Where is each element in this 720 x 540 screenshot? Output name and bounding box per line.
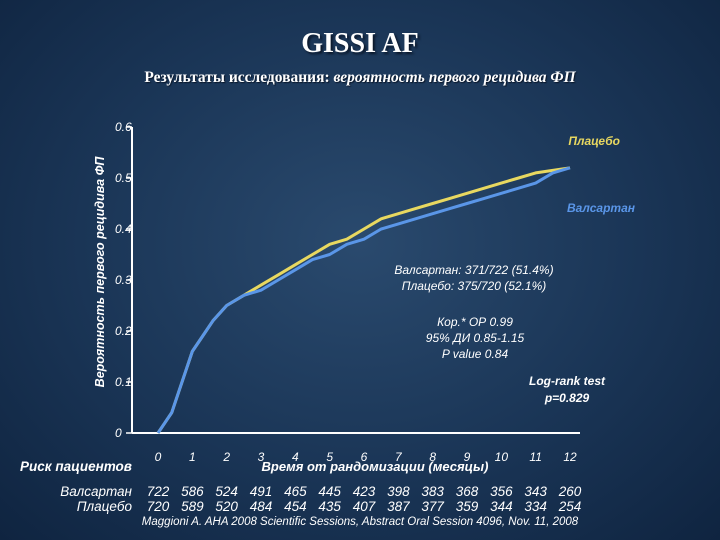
risk-value: 720 xyxy=(146,499,170,514)
subtitle-bold: Результаты исследования: xyxy=(144,69,330,86)
risk-value: 344 xyxy=(490,499,513,514)
risk-value: 465 xyxy=(284,484,307,499)
x-tick-label: 7 xyxy=(395,450,403,464)
citation: Maggioni A. AHA 2008 Scientific Sessions… xyxy=(141,516,579,528)
risk-value: 586 xyxy=(181,484,204,499)
risk-value: 589 xyxy=(181,499,204,514)
annotation-counts-placebo: Плацебо: 375/720 (52.1%) xyxy=(402,279,547,293)
risk-value: 491 xyxy=(249,484,273,499)
annotation-hazard-ratio: Кор.* ОР 0.99 xyxy=(437,315,513,329)
x-tick-label: 0 xyxy=(155,450,162,464)
x-tick-label: 2 xyxy=(222,450,230,464)
x-tick-label: 8 xyxy=(429,450,436,464)
x-tick-label: 11 xyxy=(529,450,541,464)
risk-value: 387 xyxy=(387,499,410,514)
subtitle-italic: вероятность первого рецидива ФП xyxy=(333,69,576,86)
y-tick-label: 0.2 xyxy=(115,324,132,338)
x-tick-label: 5 xyxy=(326,450,333,464)
annotation-logrank-p: p=0.829 xyxy=(544,391,590,405)
slide-subtitle: Результаты исследования: вероятность пер… xyxy=(0,69,720,87)
series-line-valsartan xyxy=(156,166,571,434)
risk-value: 254 xyxy=(558,499,582,514)
risk-value: 359 xyxy=(455,499,479,514)
x-axis-label: Время от рандомизации (месяцы) xyxy=(262,459,489,474)
risk-value: 435 xyxy=(318,499,341,514)
risk-value: 377 xyxy=(421,499,444,514)
legend-placebo: Плацебо xyxy=(568,134,620,148)
y-tick-label: 0.1 xyxy=(115,375,132,389)
risk-value: 383 xyxy=(421,484,444,499)
risk-value: 368 xyxy=(455,484,479,499)
series-line-placebo xyxy=(156,166,571,434)
y-tick-label: 0.3 xyxy=(115,273,132,287)
y-tick-label: 0.4 xyxy=(115,222,132,236)
risk-value: 398 xyxy=(387,484,410,499)
x-tick-label: 3 xyxy=(258,450,265,464)
x-tick-label: 12 xyxy=(563,450,577,464)
risk-value: 356 xyxy=(490,484,513,499)
x-tick-label: 9 xyxy=(464,450,471,464)
y-tick-label: 0 xyxy=(115,426,122,440)
x-tick-label: 10 xyxy=(495,450,509,464)
risk-value: 343 xyxy=(524,484,547,499)
annotation-counts-valsartan: Валсартан: 371/722 (51.4%) xyxy=(394,263,553,277)
risk-row-name: Валсартан xyxy=(60,484,132,499)
x-tick-label: 1 xyxy=(189,450,196,464)
risk-value: 445 xyxy=(318,484,341,499)
risk-value: 484 xyxy=(249,499,273,514)
risk-value: 260 xyxy=(558,484,582,499)
risk-value: 423 xyxy=(352,484,376,499)
y-axis-label: Вероятность первого рецидива ФП xyxy=(93,156,107,388)
risk-value: 524 xyxy=(215,484,238,499)
risk-table-label: Риск пациентов xyxy=(20,459,132,474)
risk-value: 334 xyxy=(524,499,547,514)
slide-title: GISSI AF xyxy=(301,28,419,59)
risk-value: 520 xyxy=(215,499,238,514)
annotation-confidence-interval: 95% ДИ 0.85-1.15 xyxy=(426,331,525,345)
y-tick-label: 0.6 xyxy=(115,120,132,134)
y-tick-label: 0.5 xyxy=(115,171,132,185)
annotation-logrank-test: Log-rank test xyxy=(529,374,606,388)
risk-value: 454 xyxy=(284,499,307,514)
risk-row-name: Плацебо xyxy=(76,499,132,514)
legend-valsartan: Валсартан xyxy=(567,201,636,215)
x-tick-label: 6 xyxy=(361,450,368,464)
annotation-p-value: P value 0.84 xyxy=(442,347,509,361)
x-tick-label: 4 xyxy=(292,450,299,464)
risk-value: 407 xyxy=(352,499,376,514)
risk-value: 722 xyxy=(146,484,170,499)
